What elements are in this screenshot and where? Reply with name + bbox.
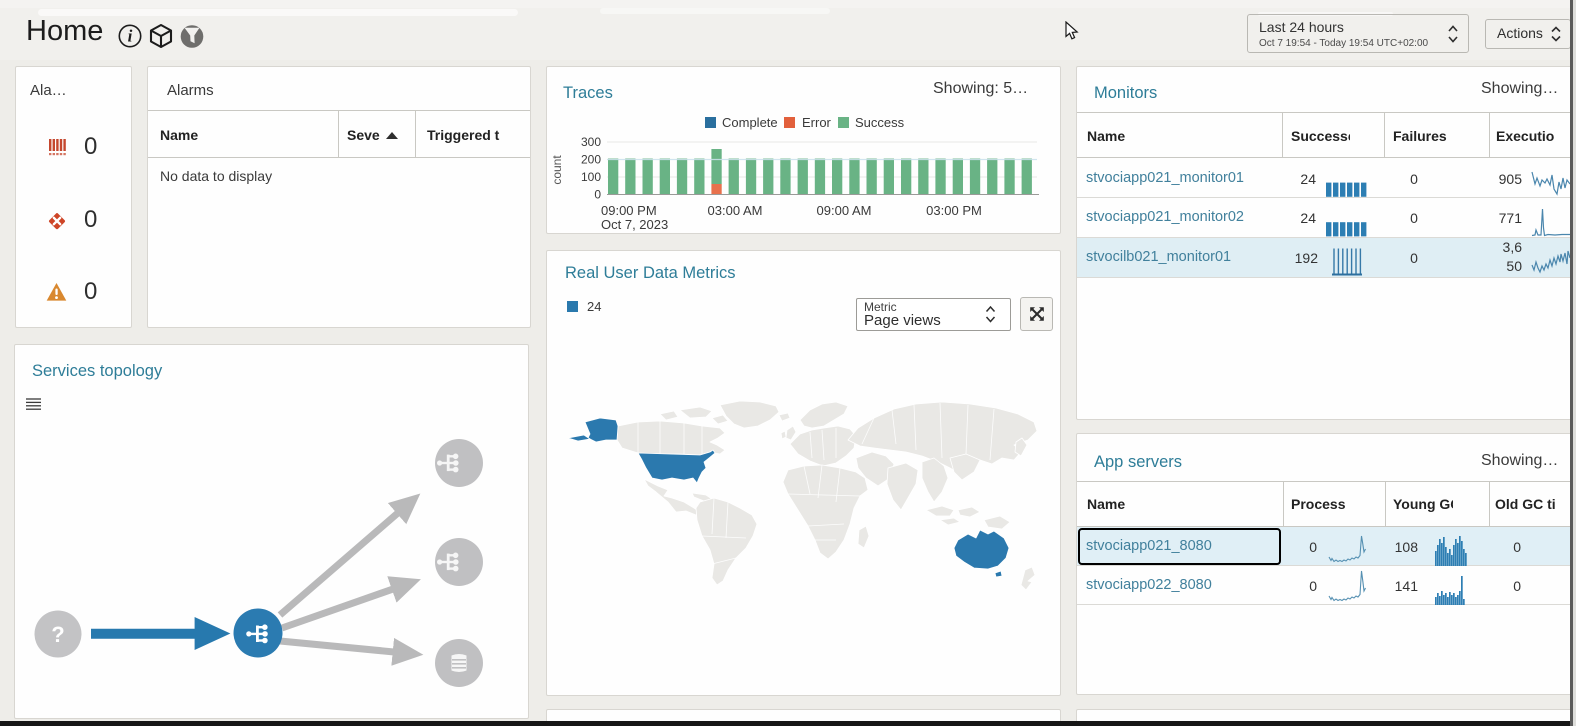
svg-text:count: count: [550, 155, 564, 185]
svg-text:0: 0: [594, 188, 601, 202]
svg-text:200: 200: [581, 153, 601, 167]
svg-text:09:00 AM: 09:00 AM: [817, 203, 872, 218]
svg-text:300: 300: [581, 135, 601, 149]
svg-text:03:00 AM: 03:00 AM: [708, 203, 763, 218]
svg-text:Error: Error: [802, 115, 832, 130]
svg-text:?: ?: [51, 622, 64, 647]
svg-text:100: 100: [581, 170, 601, 184]
svg-text:Oct 7, 2023: Oct 7, 2023: [601, 217, 668, 232]
svg-text:03:00 PM: 03:00 PM: [926, 203, 982, 218]
svg-text:i: i: [128, 27, 133, 46]
svg-text:09:00 PM: 09:00 PM: [601, 203, 657, 218]
svg-text:Success: Success: [855, 115, 905, 130]
svg-text:Complete: Complete: [722, 115, 778, 130]
